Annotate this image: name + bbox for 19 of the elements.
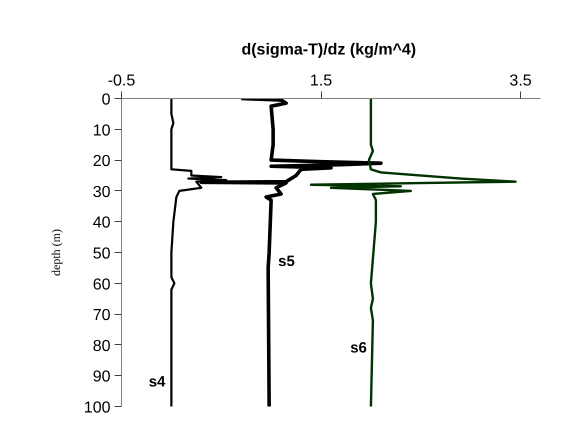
y-tick-label: 10 [92,122,111,140]
x-tick-label: 3.5 [509,72,532,90]
y-tick-label: 70 [92,307,111,324]
y-tick-label: 50 [92,246,111,262]
x-axis-title: d(sigma-T)/dz (kg/m^4) [241,42,416,58]
y-tick-label: 40 [92,214,111,232]
y-axis-title: depth (m) [48,228,63,276]
y-tick-label: 30 [92,184,111,201]
y-tick-label: 90 [92,368,111,386]
series-label: s6 [350,339,367,356]
y-tick-label: 60 [92,276,111,294]
x-tick-label: 1.5 [310,72,332,90]
y-tick-label: 20 [92,153,111,170]
series-label: s4 [148,373,166,390]
y-tick-label: 100 [84,400,111,416]
y-tick-label: 80 [92,338,111,355]
y-tick-label: 0 [102,92,111,108]
series-label: s5 [278,253,295,270]
x-tick-label: -0.5 [108,72,136,90]
